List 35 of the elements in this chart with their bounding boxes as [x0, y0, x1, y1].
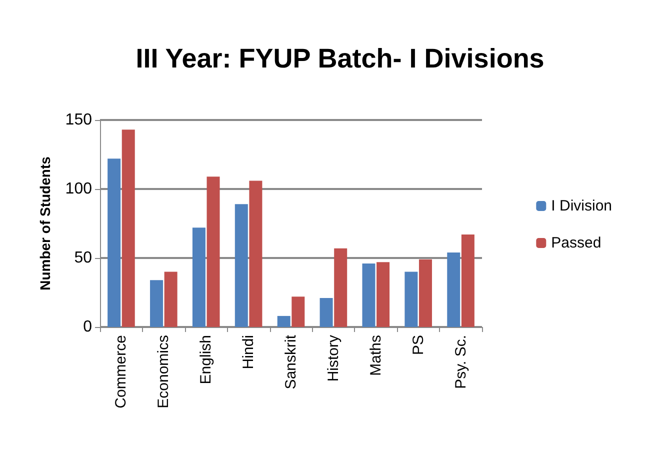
bar — [164, 272, 178, 327]
bar — [277, 316, 290, 327]
x-tick-label: PS — [410, 335, 427, 356]
bar — [362, 264, 376, 327]
bar — [292, 296, 305, 327]
legend-label: Passed — [551, 234, 602, 252]
bar — [206, 176, 220, 327]
bar — [249, 180, 262, 327]
bar — [418, 259, 432, 327]
y-axis-title: Number of Students — [37, 156, 53, 290]
bar — [108, 158, 121, 327]
x-tick-label: Sanskrit — [282, 334, 300, 390]
y-tick-label: 150 — [65, 112, 92, 128]
bar — [376, 262, 390, 327]
bar — [320, 298, 333, 327]
bar — [461, 234, 474, 327]
x-tick-label: Maths — [367, 335, 384, 376]
legend-label: I Division — [551, 198, 612, 214]
y-tick-label: 0 — [83, 318, 92, 336]
chart-title: III Year: FYUP Batch- I Divisions — [136, 44, 544, 74]
x-tick-label: Hindi — [240, 335, 258, 370]
bar — [122, 130, 135, 327]
bar — [234, 204, 248, 327]
x-tick-label: Commerce — [112, 335, 130, 408]
y-tick-label: 50 — [74, 250, 92, 266]
y-tick-label: 100 — [65, 180, 92, 198]
x-tick-label: English — [198, 335, 215, 384]
x-tick-label: History — [324, 334, 342, 382]
x-tick-label: Psy. Sc. — [452, 335, 470, 389]
bar — [447, 252, 460, 327]
bar — [150, 280, 164, 327]
bar — [334, 248, 348, 327]
bar — [404, 272, 418, 327]
bar — [192, 228, 206, 327]
x-tick-label: Economics — [155, 335, 172, 408]
